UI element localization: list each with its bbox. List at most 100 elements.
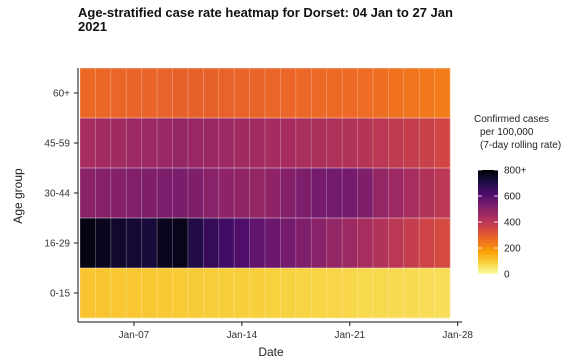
heatmap-cell-60+-4 [141,68,158,119]
heatmap-cell-0-15-21 [403,268,420,319]
heatmap-cell-16-29-11 [249,218,266,269]
heatmap-cell-16-29-12 [265,218,281,269]
heatmap-cell-0-15-20 [388,268,405,319]
heatmap-cell-30-44-10 [234,168,250,219]
heatmap-cell-45-59-2 [110,118,127,169]
heatmap-cell-45-59-4 [141,118,158,169]
heatmap-cell-16-29-22 [419,218,435,269]
legend-title-line-3: (7-day rolling rate) [480,140,561,151]
heatmap-cell-0-15-7 [187,268,204,319]
heatmap-cell-60+-16 [326,68,343,119]
heatmap-cell-45-59-8 [203,118,220,169]
color-legend: Confirmed cases per 100,000 (7-day rolli… [474,114,561,281]
heatmap-cell-16-29-7 [187,218,204,269]
heatmap-cell-60+-14 [295,68,312,119]
legend-title-line-2: per 100,000 [480,127,534,138]
heatmap-cell-0-15-23 [434,268,451,319]
heatmap-cell-30-44-2 [110,168,127,219]
heatmap-cell-16-29-8 [203,218,220,269]
y-axis-title: Age group [11,168,25,224]
heatmap-cell-45-59-20 [388,118,405,169]
heatmap-cell-60+-5 [157,68,173,119]
heatmap-cell-0-15-10 [234,268,250,319]
heatmap-cell-60+-12 [265,68,281,119]
heatmap-cell-0-15-9 [218,268,235,319]
heatmap-cell-30-44-0 [80,168,96,219]
heatmap-cell-0-15-8 [203,268,220,319]
heatmap-cell-0-15-22 [419,268,435,319]
heatmap-cell-16-29-16 [326,218,343,269]
heatmap-cell-30-44-13 [280,168,297,219]
heatmap-cell-16-29-10 [234,218,250,269]
heatmap-cell-0-15-6 [172,268,189,319]
heatmap-cell-45-59-16 [326,118,343,169]
heatmap-cell-45-59-14 [295,118,312,169]
heatmap-cell-16-29-21 [403,218,420,269]
heatmap-cell-60+-9 [218,68,235,119]
heatmap-cell-0-15-1 [95,268,112,319]
heatmap-cell-16-29-4 [141,218,158,269]
heatmap-cell-0-15-14 [295,268,312,319]
heatmap-cell-0-15-13 [280,268,297,319]
heatmap-cell-60+-15 [311,68,327,119]
heatmap-cell-60+-17 [342,68,358,119]
heatmap-cell-60+-8 [203,68,220,119]
y-tick-label: 30-44 [44,189,70,200]
heatmap-cell-0-15-19 [372,268,389,319]
heatmap-cell-16-29-20 [388,218,405,269]
heatmap-cell-45-59-22 [419,118,435,169]
heatmap-cell-0-15-12 [265,268,281,319]
legend-tick-label: 800+ [504,166,527,177]
heatmap-cell-0-15-18 [357,268,374,319]
heatmap-cells [80,68,451,319]
heatmap-cell-0-15-15 [311,268,327,319]
heatmap-cell-16-29-5 [157,218,173,269]
heatmap-cell-16-29-3 [126,218,142,269]
x-tick-label: Jan-14 [227,330,258,341]
y-tick-label: 60+ [53,89,70,100]
heatmap-cell-60+-0 [80,68,96,119]
heatmap-cell-30-44-7 [187,168,204,219]
heatmap-cell-45-59-9 [218,118,235,169]
heatmap-cell-0-15-17 [342,268,358,319]
heatmap-cell-45-59-5 [157,118,173,169]
heatmap-cell-45-59-15 [311,118,327,169]
heatmap-cell-0-15-11 [249,268,266,319]
heatmap-cell-60+-19 [372,68,389,119]
legend-tick-label: 600 [504,192,521,203]
heatmap-cell-30-44-4 [141,168,158,219]
heatmap-cell-30-44-3 [126,168,142,219]
heatmap-cell-45-59-13 [280,118,297,169]
heatmap-cell-16-29-9 [218,218,235,269]
legend-ticks: 0 200 400 600 800+ [478,166,527,281]
heatmap-cell-60+-2 [110,68,127,119]
heatmap-cell-45-59-23 [434,118,451,169]
heatmap-cell-0-15-2 [110,268,127,319]
heatmap-cell-30-44-22 [419,168,435,219]
heatmap-cell-60+-6 [172,68,189,119]
heatmap-cell-45-59-21 [403,118,420,169]
x-tick-label: Jan-07 [119,330,150,341]
heatmap-cell-60+-21 [403,68,420,119]
heatmap-cell-30-44-21 [403,168,420,219]
heatmap-cell-16-29-13 [280,218,297,269]
heatmap-cell-16-29-17 [342,218,358,269]
heatmap-cell-30-44-19 [372,168,389,219]
heatmap-cell-0-15-16 [326,268,343,319]
heatmap-cell-0-15-0 [80,268,96,319]
heatmap-cell-45-59-19 [372,118,389,169]
heatmap-cell-45-59-3 [126,118,142,169]
heatmap-cell-30-44-9 [218,168,235,219]
chart-title: Age-stratified case rate heatmap for Dor… [78,5,453,34]
heatmap-cell-30-44-15 [311,168,327,219]
heatmap-cell-60+-1 [95,68,112,119]
heatmap-cell-30-44-8 [203,168,220,219]
heatmap-cell-45-59-7 [187,118,204,169]
heatmap-cell-60+-20 [388,68,405,119]
heatmap-cell-45-59-18 [357,118,374,169]
heatmap-cell-30-44-12 [265,168,281,219]
heatmap-cell-30-44-16 [326,168,343,219]
heatmap-cell-0-15-3 [126,268,142,319]
heatmap-cell-30-44-20 [388,168,405,219]
